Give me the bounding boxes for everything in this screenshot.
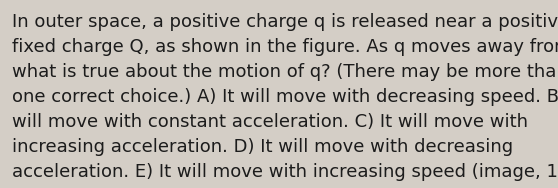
Text: fixed charge Q, as shown in the figure. As q moves away from Q,: fixed charge Q, as shown in the figure. … xyxy=(12,38,558,56)
Text: one correct choice.) A) It will move with decreasing speed. B) It: one correct choice.) A) It will move wit… xyxy=(12,88,558,106)
Text: what is true about the motion of q? (There may be more than: what is true about the motion of q? (The… xyxy=(12,63,558,81)
Text: In outer space, a positive charge q is released near a positive: In outer space, a positive charge q is r… xyxy=(12,13,558,31)
Text: increasing acceleration. D) It will move with decreasing: increasing acceleration. D) It will move… xyxy=(12,138,513,156)
Text: will move with constant acceleration. C) It will move with: will move with constant acceleration. C)… xyxy=(12,113,528,131)
Text: acceleration. E) It will move with increasing speed (image, 10): acceleration. E) It will move with incre… xyxy=(12,163,558,181)
